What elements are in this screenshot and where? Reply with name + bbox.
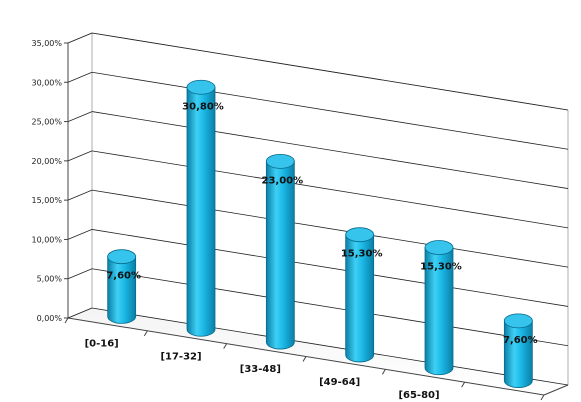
bar-body <box>424 247 454 376</box>
x-tick-mark <box>223 343 228 349</box>
grid-lines <box>67 32 569 386</box>
x-tick-mark <box>461 381 466 388</box>
bar-top <box>186 79 216 95</box>
bar-top <box>107 249 137 265</box>
bars <box>107 79 533 388</box>
plot-frame <box>67 32 569 396</box>
gridline-side <box>67 150 93 162</box>
gridline <box>91 111 569 189</box>
y-tick-label: 10,00% <box>31 235 62 244</box>
y-axis-ticks: 0,00% 5,00% 10,00% 15,00% 20,00% 25,00% 30,00%… <box>31 39 68 323</box>
bar-body <box>186 86 216 337</box>
gridline <box>91 32 569 111</box>
y-tick-label: 5,00% <box>37 275 63 284</box>
gridline <box>91 229 569 307</box>
bar-body <box>503 320 533 388</box>
x-tick-mark <box>143 330 148 337</box>
x-category-label: [49-64] <box>319 377 360 388</box>
gridline-side <box>67 307 93 319</box>
floor <box>68 308 568 395</box>
x-category-label: [17-32] <box>160 351 201 362</box>
bar-body <box>345 234 375 363</box>
bar <box>424 240 454 376</box>
bar-top <box>424 240 454 255</box>
data-label: 7,60% <box>106 271 141 282</box>
x-tick-mark <box>302 356 307 362</box>
x-tick-mark <box>381 369 386 375</box>
gridline-side <box>67 32 93 44</box>
data-label: 7,60% <box>503 335 538 346</box>
side-wall <box>67 32 93 319</box>
data-label: 15,30% <box>420 262 462 273</box>
bar <box>107 249 137 324</box>
y-tick-label: 0,00% <box>37 314 63 323</box>
x-category-label: [0-16] <box>85 338 119 349</box>
gridline <box>91 71 569 150</box>
bar-body <box>265 160 295 350</box>
gridline-side <box>67 111 93 122</box>
bar <box>186 79 216 337</box>
floor-right-edge <box>543 384 569 396</box>
gridline <box>91 268 569 347</box>
data-labels: 7,60% 30,80% 23,00% 15,30% 15,30% 7,60% <box>106 101 537 346</box>
y-tick-label: 15,00% <box>31 196 62 205</box>
bar-top <box>265 153 295 169</box>
x-category-label: [33-48] <box>240 364 281 375</box>
x-tick-mark <box>540 394 545 401</box>
gridline <box>91 150 569 229</box>
data-label: 15,30% <box>341 249 383 260</box>
bar-top <box>503 313 533 329</box>
gridline-side <box>67 71 93 83</box>
x-category-label: [65-80] <box>398 390 439 401</box>
data-label: 30,80% <box>182 101 224 112</box>
bar <box>265 153 295 350</box>
bar <box>345 227 375 363</box>
gridline-side <box>67 189 93 201</box>
bar-top <box>345 227 375 243</box>
bar-body <box>107 256 137 324</box>
bar <box>503 313 533 388</box>
x-axis-categories: [0-16][17-32][33-48][49-64][65-80][81-96… <box>64 317 545 401</box>
gridline <box>91 307 569 386</box>
gridline <box>91 189 569 268</box>
gridline-side <box>67 229 93 240</box>
y-tick-label: 20,00% <box>31 157 62 166</box>
gridline-side <box>67 268 93 280</box>
y-tick-label: 25,00% <box>31 118 62 127</box>
y-tick-label: 30,00% <box>31 78 62 87</box>
y-tick-label: 35,00% <box>31 39 62 48</box>
x-tick-mark <box>64 317 69 324</box>
data-label: 23,00% <box>262 175 304 186</box>
